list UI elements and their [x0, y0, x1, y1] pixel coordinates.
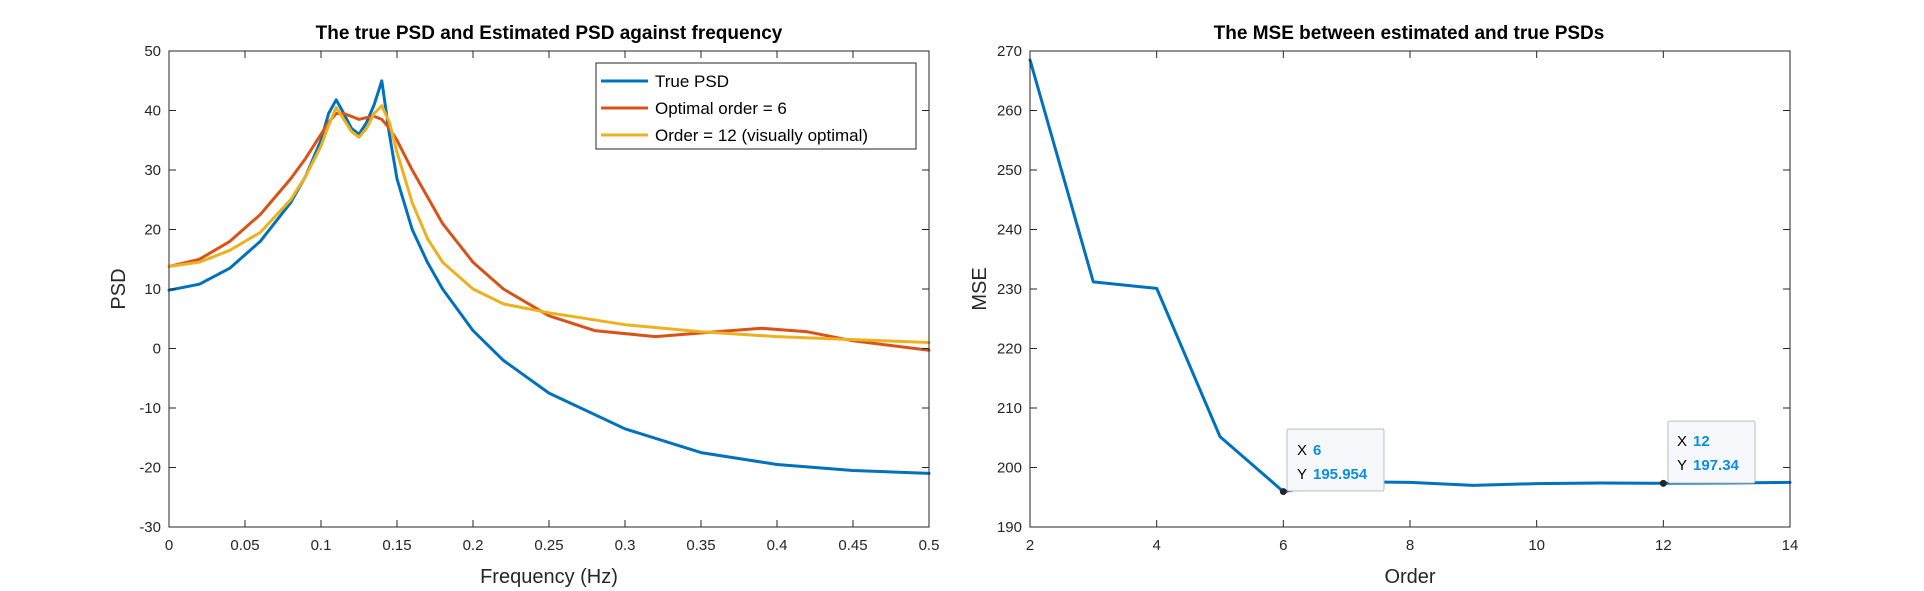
psd-plot-title: The true PSD and Estimated PSD against f… — [316, 23, 783, 44]
mse-axis-ticks: 2 4 6 8 10 12 14 190 200 210 220 230 240 250 260 270 — [997, 43, 1798, 554]
psd-y-tick-label: 40 — [144, 103, 161, 120]
psd-y-tick-label: 0 — [153, 341, 161, 358]
psd-x-tick-label: 0 — [165, 537, 173, 554]
datatip-y-key: Y — [1297, 466, 1307, 483]
mse-x-tick-label: 2 — [1026, 537, 1034, 554]
mse-x-tick-label: 8 — [1406, 537, 1414, 554]
psd-x-tick-label: 0.4 — [767, 537, 788, 554]
psd-series-line-1 — [167, 112, 931, 352]
mse-x-tick-label: 4 — [1152, 537, 1160, 554]
mse-y-tick-label: 210 — [997, 400, 1022, 417]
mse-y-axis-label: MSE — [969, 267, 991, 310]
psd-axis-ticks: 0 0.05 0.1 0.15 0.2 0.25 0.3 0.35 0.4 0.45 0.5 -30 -… — [139, 43, 939, 554]
psd-y-tick-label: -20 — [139, 460, 161, 477]
psd-x-tick-label: 0.15 — [382, 537, 411, 554]
datatip-y-value: 195.954 — [1313, 466, 1368, 483]
datatip-order-6[interactable]: X 6 Y 195.954 — [1279, 428, 1385, 496]
psd-x-tick-label: 0.3 — [615, 537, 636, 554]
psd-x-tick-label: 0.05 — [230, 537, 259, 554]
legend-box — [595, 62, 917, 150]
psd-x-tick-label: 0.25 — [534, 537, 563, 554]
mse-plot[interactable]: The MSE between estimated and true PSDs … — [969, 23, 1798, 588]
mse-y-tick-label: 230 — [997, 281, 1022, 298]
psd-y-tick-label: 10 — [144, 281, 161, 298]
psd-x-tick-label: 0.5 — [919, 537, 940, 554]
datatip-y-key: Y — [1677, 457, 1687, 474]
psd-series-lines — [167, 79, 931, 475]
legend-label-true-psd: True PSD — [655, 72, 729, 91]
datatip-x-value: 6 — [1313, 442, 1321, 459]
mse-x-tick-label: 10 — [1528, 537, 1545, 554]
datatip-x-key: X — [1677, 433, 1687, 450]
psd-x-tick-label: 0.45 — [838, 537, 867, 554]
psd-y-tick-label: -30 — [139, 519, 161, 536]
mse-y-tick-label: 240 — [997, 222, 1022, 239]
datatip-marker — [1279, 488, 1287, 496]
mse-y-tick-label: 270 — [997, 43, 1022, 60]
mse-plot-title: The MSE between estimated and true PSDs — [1214, 23, 1605, 44]
psd-x-axis-label: Frequency (Hz) — [480, 566, 618, 588]
legend-label-order-12: Order = 12 (visually optimal) — [655, 126, 868, 145]
psd-y-tick-label: 50 — [144, 43, 161, 60]
mse-y-tick-label: 220 — [997, 341, 1022, 358]
mse-y-tick-label: 250 — [997, 162, 1022, 179]
psd-x-tick-label: 0.1 — [311, 537, 332, 554]
mse-y-tick-label: 260 — [997, 103, 1022, 120]
legend[interactable]: True PSD Optimal order = 6 Order = 12 (v… — [595, 62, 917, 150]
psd-y-axis-label: PSD — [108, 268, 130, 309]
psd-y-tick-label: 30 — [144, 162, 161, 179]
datatip-x-value: 12 — [1693, 433, 1710, 450]
psd-y-tick-label: 20 — [144, 222, 161, 239]
legend-label-order-6: Optimal order = 6 — [655, 99, 787, 118]
datatip-order-12[interactable]: X 12 Y 197.34 — [1659, 420, 1756, 487]
datatip-y-value: 197.34 — [1693, 457, 1740, 474]
mse-y-tick-label: 200 — [997, 460, 1022, 477]
psd-x-tick-label: 0.2 — [463, 537, 484, 554]
psd-x-tick-label: 0.35 — [686, 537, 715, 554]
psd-y-tick-label: -10 — [139, 400, 161, 417]
psd-plot[interactable]: The true PSD and Estimated PSD against f… — [108, 23, 939, 588]
mse-x-tick-label: 14 — [1782, 537, 1799, 554]
datatip-box — [1286, 428, 1385, 492]
mse-y-tick-label: 190 — [997, 519, 1022, 536]
mse-x-tick-label: 12 — [1655, 537, 1672, 554]
psd-series-line-2 — [167, 104, 931, 344]
datatip-box — [1667, 420, 1756, 484]
mse-x-axis-label: Order — [1384, 566, 1435, 588]
datatip-marker — [1659, 479, 1667, 487]
datatip-x-key: X — [1297, 442, 1307, 459]
mse-x-tick-label: 6 — [1279, 537, 1287, 554]
